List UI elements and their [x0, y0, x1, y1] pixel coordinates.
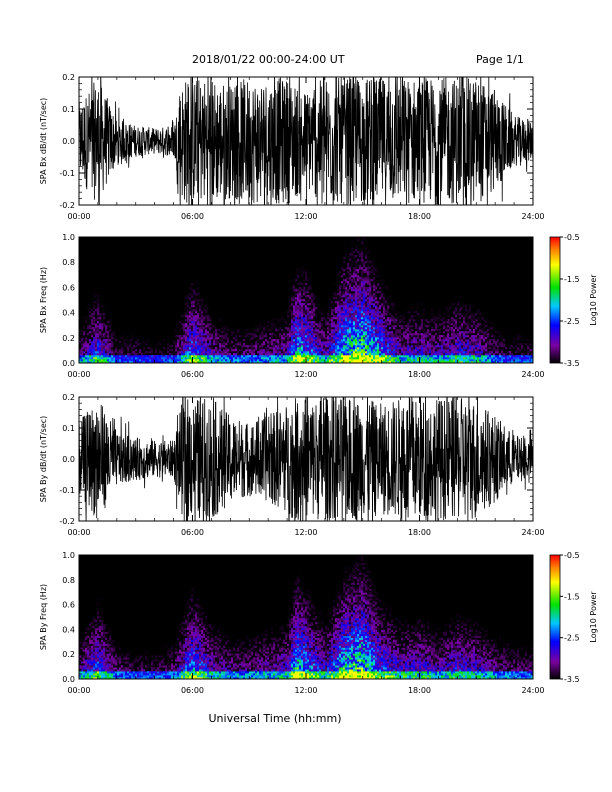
- x-axis-label: Universal Time (hh:mm): [209, 712, 342, 725]
- y-tick-label: -0.1: [59, 486, 75, 495]
- y-axis-label: SPA Bx dB/dt (nT/sec): [39, 98, 48, 185]
- x-tick-label: 12:00: [294, 686, 317, 695]
- y-tick-label: 0.8: [62, 258, 75, 267]
- colorbar-tick-label: -1.5: [564, 275, 580, 284]
- y-tick-label: -0.1: [59, 169, 75, 178]
- y-tick-label: 1.0: [62, 233, 75, 242]
- panel-4: 1.0 0.8 0.6 0.4 0.2 0.0 00:00 06:00 12:00 18:00 24…: [39, 551, 598, 695]
- y-tick-label: 0.0: [62, 675, 75, 684]
- y-tick-label: 0.1: [62, 424, 75, 433]
- colorbar-tick-label: -2.5: [564, 317, 580, 326]
- y-tick-label: 0.2: [62, 334, 75, 343]
- y-axis-label: SPA Bx Freq (Hz): [39, 267, 48, 333]
- date-range-title: 2018/01/22 00:00-24:00 UT: [192, 53, 345, 66]
- panel-1: 0.2 0.1 0.0 -0.1 -0.2 00:00 06:00 12:00 18:00 24:…: [39, 73, 545, 221]
- panel-2: 1.0 0.8 0.6 0.4 0.2 0.0 00:00 06:00 12:00 18:00 24…: [39, 233, 598, 379]
- y-tick-label: 0.2: [62, 393, 75, 402]
- x-tick-label: 12:00: [294, 528, 317, 537]
- colorbar-tick-label: -3.5: [564, 359, 580, 368]
- y-tick-label: 0.2: [62, 650, 75, 659]
- x-tick-label: 18:00: [408, 528, 431, 537]
- x-tick-label: 06:00: [181, 528, 204, 537]
- y-tick-label: 0.6: [62, 283, 75, 292]
- spectrogram-cells: [79, 555, 533, 679]
- x-tick-label: 18:00: [408, 212, 431, 221]
- x-tick-label: 00:00: [67, 370, 90, 379]
- y-tick-label: 1.0: [62, 551, 75, 560]
- y-tick-label: 0.0: [62, 455, 75, 464]
- colorbar-label: Log10 Power: [589, 591, 598, 643]
- waveform-trace: [79, 397, 533, 521]
- y-axis-label: SPA By Freq (Hz): [39, 584, 48, 650]
- colorbar-gradient: [549, 554, 561, 680]
- colorbar-tick-label: -2.5: [564, 634, 580, 643]
- colorbar-label: Log10 Power: [589, 274, 598, 326]
- y-tick-label: 0.4: [62, 309, 75, 318]
- colorbar-tick-label: -0.5: [564, 551, 580, 560]
- y-tick-label: -0.2: [59, 201, 75, 210]
- x-tick-label: 00:00: [67, 212, 90, 221]
- x-tick-label: 12:00: [294, 212, 317, 221]
- panel-3: 0.2 0.1 0.0 -0.1 -0.2 00:00 06:00 12:00 18:00 24:…: [39, 393, 545, 537]
- y-tick-label: 0.4: [62, 625, 75, 634]
- x-tick-label: 24:00: [521, 686, 544, 695]
- colorbar-tick-label: -3.5: [564, 675, 580, 684]
- x-tick-label: 00:00: [67, 686, 90, 695]
- y-tick-label: 0.8: [62, 576, 75, 585]
- x-tick-label: 00:00: [67, 528, 90, 537]
- y-tick-label: 0.0: [62, 359, 75, 368]
- colorbar: -0.5 -1.5 -2.5 -3.5 Log10 Power: [549, 551, 598, 684]
- y-axis-label: SPA By dB/dt (nT/sec): [39, 416, 48, 503]
- spectrogram-cells: [79, 237, 533, 363]
- x-tick-label: 18:00: [408, 686, 431, 695]
- y-tick-label: 0.2: [62, 73, 75, 82]
- x-tick-label: 12:00: [294, 370, 317, 379]
- x-tick-label: 18:00: [408, 370, 431, 379]
- colorbar-tick-label: -0.5: [564, 233, 580, 242]
- y-tick-label: 0.6: [62, 601, 75, 610]
- waveform-trace: [79, 77, 533, 205]
- x-tick-label: 24:00: [521, 528, 544, 537]
- y-tick-label: -0.2: [59, 517, 75, 526]
- colorbar-tick-label: -1.5: [564, 592, 580, 601]
- x-tick-label: 06:00: [181, 686, 204, 695]
- x-tick-label: 06:00: [181, 212, 204, 221]
- x-tick-label: 24:00: [521, 370, 544, 379]
- colorbar-gradient: [549, 236, 561, 364]
- page-indicator: Page 1/1: [476, 53, 524, 66]
- y-tick-label: 0.1: [62, 105, 75, 114]
- colorbar: -0.5 -1.5 -2.5 -3.5 Log10 Power: [549, 233, 598, 368]
- x-tick-label: 06:00: [181, 370, 204, 379]
- y-tick-label: 0.0: [62, 137, 75, 146]
- x-tick-label: 24:00: [521, 212, 544, 221]
